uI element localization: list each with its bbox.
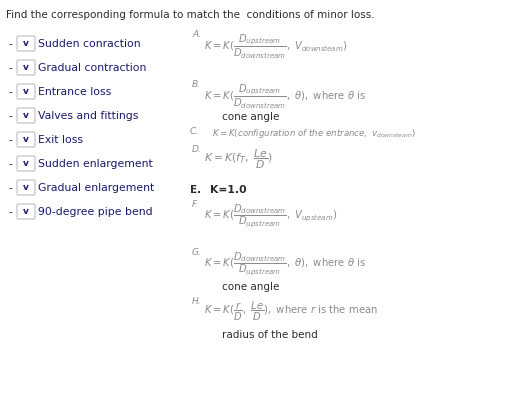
- Text: Valves and fittings: Valves and fittings: [38, 111, 138, 121]
- Text: cone angle: cone angle: [222, 112, 280, 122]
- Text: K=1.0: K=1.0: [210, 185, 247, 195]
- Text: A.: A.: [192, 30, 201, 39]
- Text: -: -: [8, 183, 12, 193]
- Text: B.: B.: [192, 80, 201, 89]
- Text: $K = K(\dfrac{D_{downstream}}{D_{upstream}},\ \theta),\ \mathrm{where}\ \theta\ : $K = K(\dfrac{D_{downstream}}{D_{upstrea…: [204, 251, 366, 278]
- Text: -: -: [8, 159, 12, 169]
- Text: $K = K(\dfrac{D_{downstream}}{D_{upstream}},\ V_{upsteam})$: $K = K(\dfrac{D_{downstream}}{D_{upstrea…: [204, 203, 337, 230]
- Text: Gradual contraction: Gradual contraction: [38, 63, 146, 73]
- Text: E.: E.: [190, 185, 201, 195]
- Text: v: v: [23, 111, 29, 120]
- FancyBboxPatch shape: [17, 180, 35, 195]
- FancyBboxPatch shape: [17, 108, 35, 123]
- Text: $K = K(\dfrac{D_{upstream}}{D_{downstream}},\ V_{downsteam})$: $K = K(\dfrac{D_{upstream}}{D_{downstrea…: [204, 33, 348, 61]
- Text: -: -: [8, 63, 12, 73]
- Text: Sudden enlargement: Sudden enlargement: [38, 159, 153, 169]
- Text: v: v: [23, 159, 29, 168]
- Text: Entrance loss: Entrance loss: [38, 87, 111, 97]
- Text: cone angle: cone angle: [222, 282, 280, 292]
- Text: v: v: [23, 183, 29, 192]
- Text: v: v: [23, 87, 29, 96]
- Text: -: -: [8, 207, 12, 217]
- FancyBboxPatch shape: [17, 204, 35, 219]
- Text: $K = K(\dfrac{r}{D},\ \dfrac{Le}{D}),\ \mathrm{where}\ r\ \mathrm{is\ the\ mean}: $K = K(\dfrac{r}{D},\ \dfrac{Le}{D}),\ \…: [204, 300, 378, 323]
- Text: v: v: [23, 135, 29, 144]
- Text: F.: F.: [192, 200, 199, 209]
- Text: $\mathit{K = K(configuration\ of\ the\ entrance,\ v_{downsteam})}$: $\mathit{K = K(configuration\ of\ the\ e…: [212, 127, 416, 140]
- Text: G.: G.: [192, 248, 202, 257]
- Text: v: v: [23, 39, 29, 48]
- Text: v: v: [23, 63, 29, 72]
- Text: D.: D.: [192, 145, 202, 154]
- Text: -: -: [8, 135, 12, 145]
- Text: H.: H.: [192, 297, 202, 306]
- Text: v: v: [23, 207, 29, 216]
- Text: radius of the bend: radius of the bend: [222, 330, 318, 340]
- Text: -: -: [8, 111, 12, 121]
- Text: $K = K(\dfrac{D_{upstream}}{D_{downstream}},\ \theta),\ \mathrm{where}\ \theta\ : $K = K(\dfrac{D_{upstream}}{D_{downstrea…: [204, 83, 366, 111]
- FancyBboxPatch shape: [17, 132, 35, 147]
- Text: Gradual enlargement: Gradual enlargement: [38, 183, 154, 193]
- Text: -: -: [8, 87, 12, 97]
- Text: Find the corresponding formula to match the  conditions of minor loss.: Find the corresponding formula to match …: [6, 10, 375, 20]
- FancyBboxPatch shape: [17, 84, 35, 99]
- Text: 90-degree pipe bend: 90-degree pipe bend: [38, 207, 153, 217]
- Text: Exit loss: Exit loss: [38, 135, 83, 145]
- Text: Sudden conraction: Sudden conraction: [38, 39, 141, 49]
- Text: $K = K(f_T,\ \dfrac{Le}{D})$: $K = K(f_T,\ \dfrac{Le}{D})$: [204, 148, 273, 171]
- FancyBboxPatch shape: [17, 156, 35, 171]
- FancyBboxPatch shape: [17, 60, 35, 75]
- FancyBboxPatch shape: [17, 36, 35, 51]
- Text: C.: C.: [190, 127, 199, 136]
- Text: -: -: [8, 39, 12, 49]
